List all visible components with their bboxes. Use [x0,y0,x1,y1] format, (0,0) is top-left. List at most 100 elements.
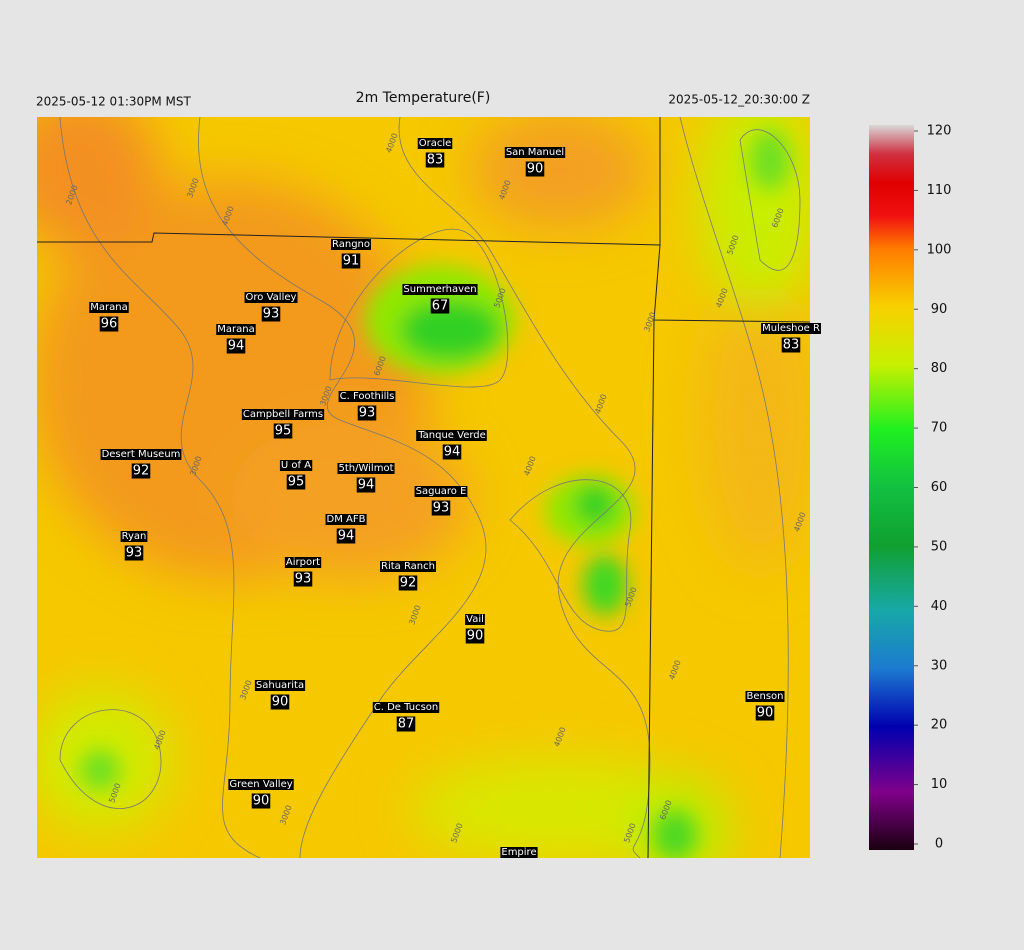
station-name: Oracle [419,138,452,149]
station-name-bg [500,847,538,858]
station-value-bg [431,500,451,516]
station-value-bg [442,444,462,460]
colorbar-label: 90 [931,302,948,317]
station-name-group: Oro Valley [244,292,298,303]
station-value: 94 [338,529,355,544]
station-value: 90 [253,794,270,809]
colorbar-label: 10 [931,777,948,792]
station-value-bg [425,152,445,168]
station-name-bg [417,138,453,149]
station-value-group: 93 [293,571,313,587]
station-value-bg [396,716,416,732]
station-name-bg [416,430,487,441]
colorbar-label: 120 [927,124,952,139]
station-name-bg [325,514,367,525]
station-name-group: Vail [465,614,485,625]
station-name-group: Sahuarita [254,680,306,691]
station-value-bg [273,423,293,439]
station-value: 90 [757,706,774,721]
station-name-group: San Manuel [504,147,566,158]
station-value-bg [465,628,485,644]
station-name-group: DM AFB [325,514,367,525]
station-name-bg [331,239,371,250]
station-value-bg [124,545,144,561]
station-value: 96 [101,317,118,332]
station-value-group: 83 [781,337,801,353]
station-value-group: 93 [431,500,451,516]
station-value: 91 [343,254,360,269]
colorbar-label: 70 [931,421,948,436]
station-name-bg [244,292,298,303]
station-value: 93 [126,546,143,561]
station-value-bg [293,571,313,587]
station-name-group: U of A [279,460,313,471]
colorbar-label: 110 [927,183,952,198]
station-value-bg [251,793,271,809]
station-value-group: 93 [357,405,377,421]
station-value-group: 94 [336,528,356,544]
station-value-group: 90 [270,694,290,710]
station-name-bg [761,323,821,334]
station-name: Summerhaven [403,284,476,295]
station-name-group: Green Valley [228,779,294,790]
station-name-group: Ryan [120,531,148,542]
station-value-group: 92 [398,575,418,591]
station-value-bg [781,337,801,353]
station-value: 93 [263,307,280,322]
station-value-bg [261,306,281,322]
station-value-bg [336,528,356,544]
station-name-group: Saguaro E [414,486,468,497]
station-name: Marana [217,324,254,335]
station-value-group: 93 [124,545,144,561]
colorbar-label: 80 [931,361,948,376]
station-value-bg [341,253,361,269]
station-value-group: 83 [425,152,445,168]
station-value-group: 92 [131,463,151,479]
station-name-bg [228,779,294,790]
station-name: Tanque Verde [417,430,486,441]
station-name: 5th/Wilmot [339,463,394,474]
station-value-bg [226,338,246,354]
station-value: 90 [467,629,484,644]
station-name: C. Foothills [340,391,395,402]
station-name-group: Rita Ranch [380,561,436,572]
colorbar-label: 20 [931,718,948,733]
station-name: C. De Tucson [374,702,438,713]
station-value-group: 90 [755,705,775,721]
station-value: 92 [400,576,417,591]
station-value-bg [270,694,290,710]
station-name: Empire [501,847,536,858]
station-value: 92 [133,464,150,479]
station-value: 90 [272,695,289,710]
station-value: 93 [433,501,450,516]
station-value: 95 [288,475,305,490]
station-name-bg [216,324,256,335]
station-name-group: Empire [500,847,538,858]
station-value-group: 90 [251,793,271,809]
station-name: Sahuarita [256,680,304,691]
station-name-group: Summerhaven [402,284,478,295]
station-value-bg [356,477,376,493]
station-value-bg [99,316,119,332]
station-name-bg [380,561,436,572]
station-value-group: 94 [356,477,376,493]
station-value-bg [755,705,775,721]
station-name-bg [372,702,440,713]
station-value-group: 67 [430,298,450,314]
station-name: Ryan [122,531,147,542]
station-name-bg [337,463,395,474]
station-value-bg [525,161,545,177]
station-name: Marana [90,302,127,313]
station-value: 94 [228,339,245,354]
station-value: 87 [398,717,415,732]
station-name: DM AFB [327,514,366,525]
station-value-bg [398,575,418,591]
station-name-bg [100,449,182,460]
station-name-group: C. Foothills [338,391,396,402]
station-name: Vail [466,614,484,625]
station-name-bg [414,486,468,497]
station-name-group: Marana [216,324,256,335]
colorbar-label: 30 [931,658,948,673]
station-name-bg [254,680,306,691]
